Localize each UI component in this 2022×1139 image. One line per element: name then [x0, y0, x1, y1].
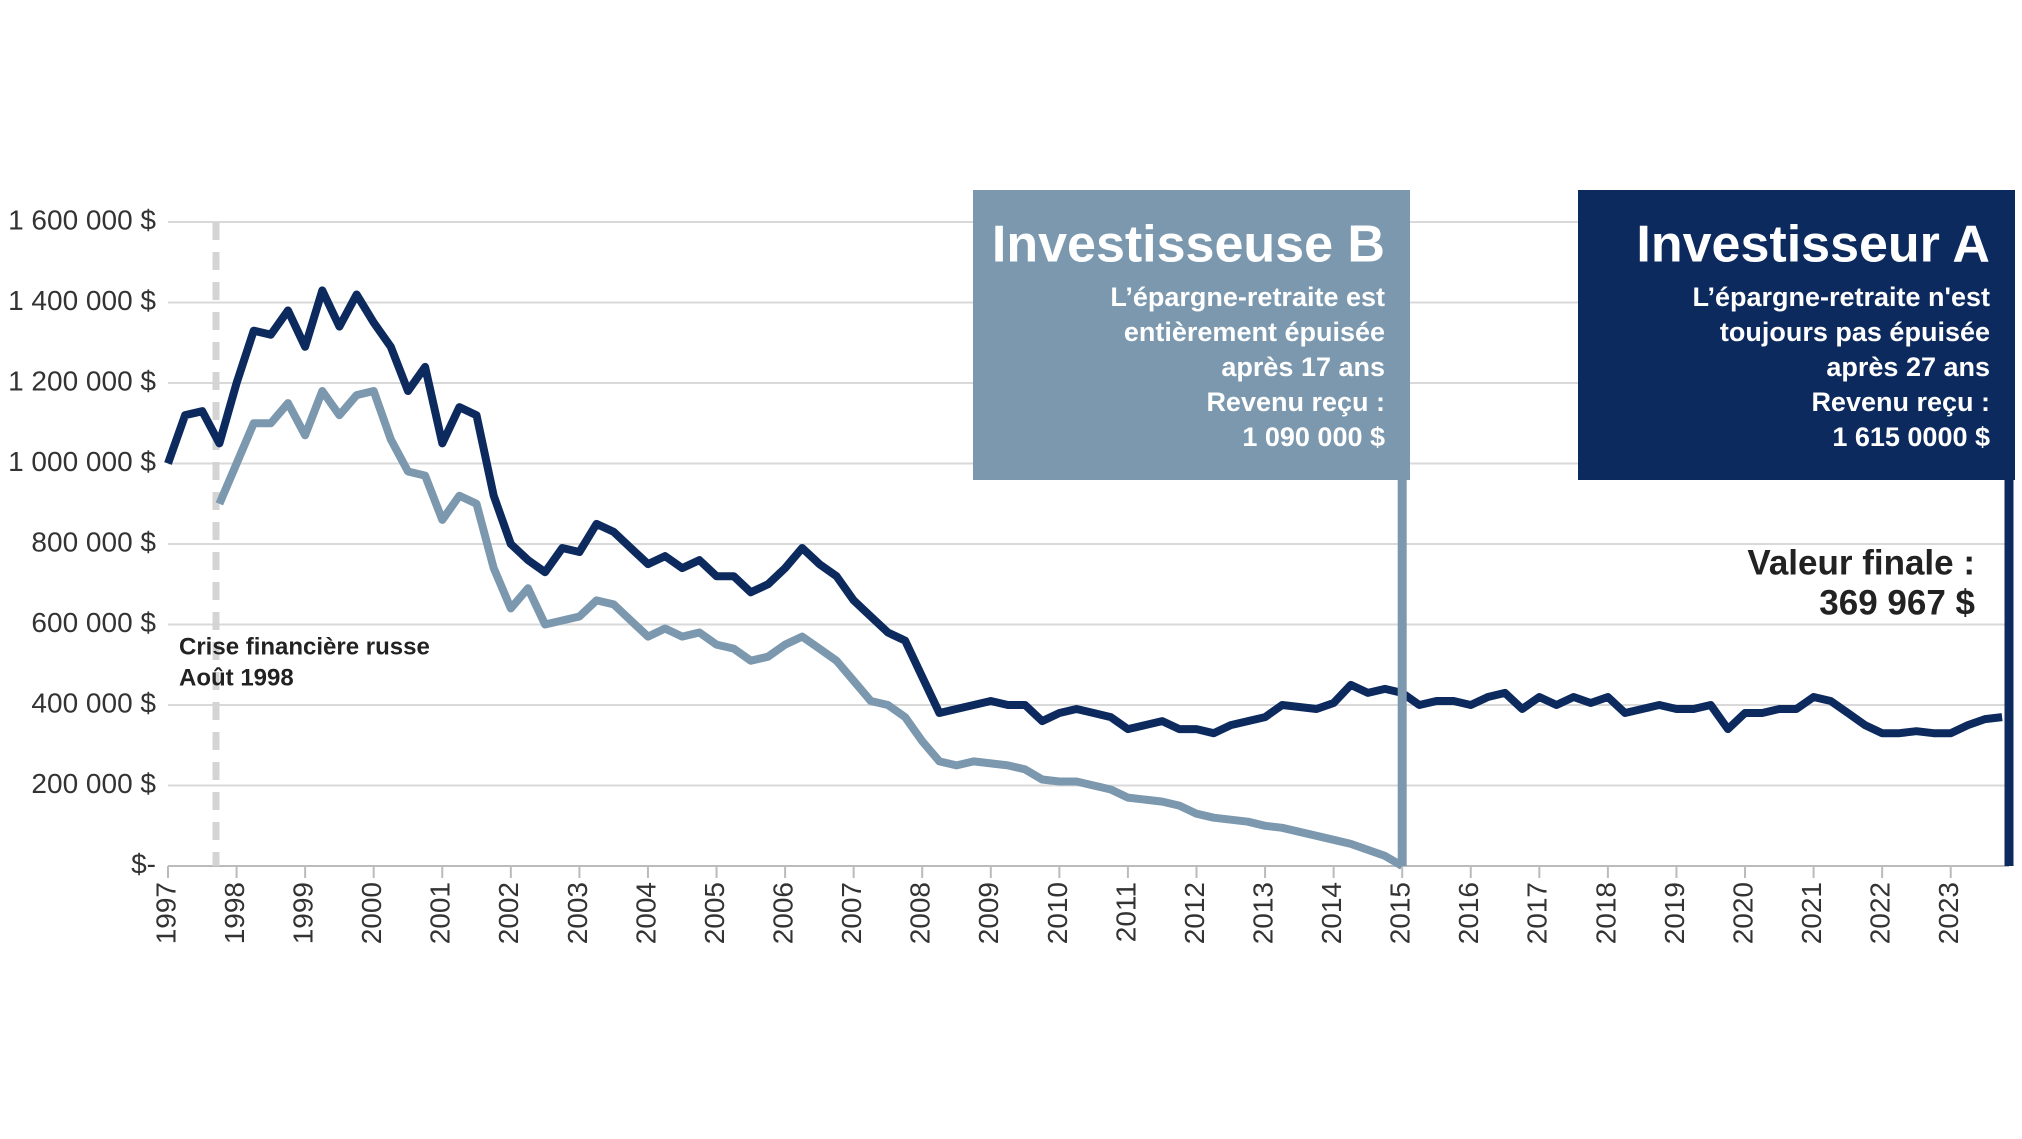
x-tick-label: 2022: [1865, 882, 1896, 944]
x-tick-label: 2023: [1933, 882, 1964, 944]
callout-line: Revenu reçu :: [1206, 387, 1385, 417]
x-tick-label: 2008: [905, 882, 936, 944]
x-tick-label: 1997: [150, 882, 181, 944]
final-value: 369 967 $: [1819, 583, 1975, 622]
x-tick-label: 2009: [973, 882, 1004, 944]
x-tick-label: 2004: [630, 882, 661, 944]
callout-line: après 27 ans: [1826, 352, 1990, 382]
x-tick-label: 2012: [1179, 882, 1210, 944]
x-tick-label: 2010: [1042, 882, 1073, 944]
annotation-text: Crise financière russe: [179, 633, 430, 660]
x-tick-label: 1998: [219, 882, 250, 944]
x-tick-label: 2011: [1110, 882, 1141, 942]
y-tick-label: 1 400 000 $: [8, 285, 156, 316]
x-tick-label: 2002: [493, 882, 524, 944]
callout-line: toujours pas épuisée: [1720, 317, 1990, 347]
x-tick-label: 2000: [356, 882, 387, 944]
x-tick-label: 2015: [1385, 882, 1416, 944]
y-tick-label: $-: [131, 848, 156, 879]
y-tick-label: 400 000 $: [31, 687, 156, 718]
callout-line: Revenu reçu :: [1811, 387, 1990, 417]
callout-line: L’épargne-retraite n'est: [1692, 282, 1990, 312]
y-tick-label: 1 000 000 $: [8, 446, 156, 477]
x-tick-label: 2001: [425, 882, 456, 944]
x-tick-label: 2014: [1316, 882, 1347, 944]
x-tick-label: 2013: [1247, 882, 1278, 944]
callout-title: Investisseuse B: [992, 216, 1385, 274]
y-tick-label: 1 200 000 $: [8, 365, 156, 396]
x-tick-label: 2018: [1590, 882, 1621, 944]
callout-line: 1 615 0000 $: [1832, 422, 1990, 452]
callout-line: 1 090 000 $: [1242, 422, 1385, 452]
x-tick-label: 2007: [836, 882, 867, 944]
x-tick-label: 2021: [1796, 882, 1827, 944]
series-line: [164, 286, 2003, 738]
x-tick-label: 2003: [562, 882, 593, 944]
x-tick-label: 2017: [1522, 882, 1553, 944]
callout-title: Investisseur A: [1636, 216, 1990, 274]
x-tick-label: 2005: [699, 882, 730, 944]
y-tick-label: 600 000 $: [31, 607, 156, 638]
annotation-text: Août 1998: [179, 664, 294, 691]
y-tick-label: 200 000 $: [31, 768, 156, 799]
x-tick-label: 2006: [767, 882, 798, 944]
x-tick-label: 1999: [288, 882, 319, 944]
callout-line: entièrement épuisée: [1124, 317, 1385, 347]
x-tick-label: 2020: [1727, 882, 1758, 944]
callout-box: [973, 190, 1410, 480]
final-value: Valeur finale :: [1747, 543, 1975, 582]
x-tick-label: 2019: [1659, 882, 1690, 944]
y-tick-label: 1 600 000 $: [8, 204, 156, 235]
x-tick-label: 2016: [1453, 882, 1484, 944]
series-line: [215, 387, 1405, 870]
y-tick-label: 800 000 $: [31, 526, 156, 557]
callout-box: [1578, 190, 2015, 480]
callout-line: après 17 ans: [1221, 352, 1385, 382]
callout-line: L’épargne-retraite est: [1110, 282, 1385, 312]
